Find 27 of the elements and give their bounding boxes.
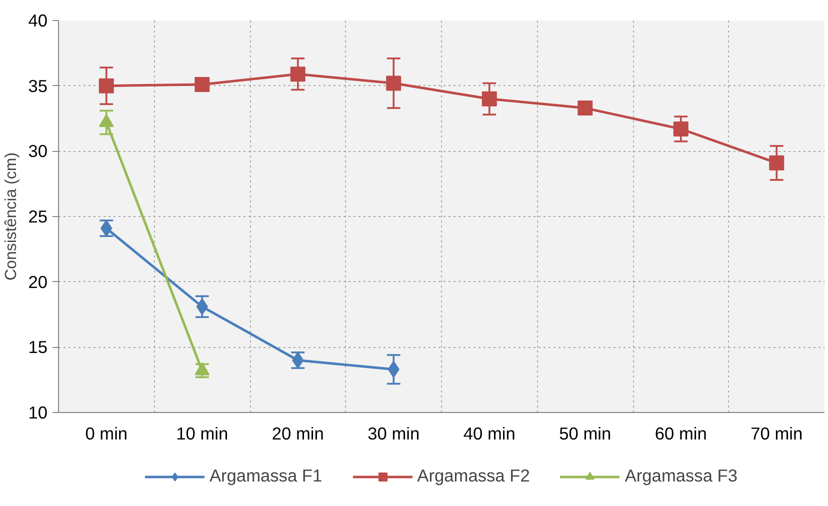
y-tick-label: 40	[28, 10, 48, 30]
point	[769, 155, 784, 170]
legend-label: Argamassa F3	[624, 466, 738, 486]
x-tick-label: 70 min	[750, 424, 803, 444]
x-tick-label: 20 min	[272, 424, 324, 444]
y-tick-label: 10	[28, 402, 48, 422]
point	[194, 77, 210, 92]
point	[673, 121, 688, 136]
x-tick-label: 30 min	[368, 424, 420, 444]
point	[386, 76, 402, 91]
y-tick-label: 20	[28, 272, 48, 292]
y-tick-label: 15	[28, 337, 48, 358]
point	[290, 66, 306, 82]
y-tick-label: 35	[28, 76, 48, 96]
x-tick-label: 0 min	[85, 424, 128, 444]
y-tick-label: 25	[28, 206, 48, 226]
x-tick-label: 60 min	[654, 424, 707, 444]
legend-label: Argamassa F2	[417, 466, 530, 486]
point	[482, 91, 497, 106]
y-axis-title: Consistência (cm)	[3, 152, 20, 281]
x-tick-label: 50 min	[559, 424, 612, 444]
point	[578, 100, 593, 116]
x-tick-label: 40 min	[463, 424, 516, 444]
x-tick-label: 10 min	[176, 424, 228, 444]
y-tick-label: 30	[28, 141, 48, 162]
point	[98, 78, 114, 94]
legend-label: Argamassa F1	[209, 466, 322, 486]
